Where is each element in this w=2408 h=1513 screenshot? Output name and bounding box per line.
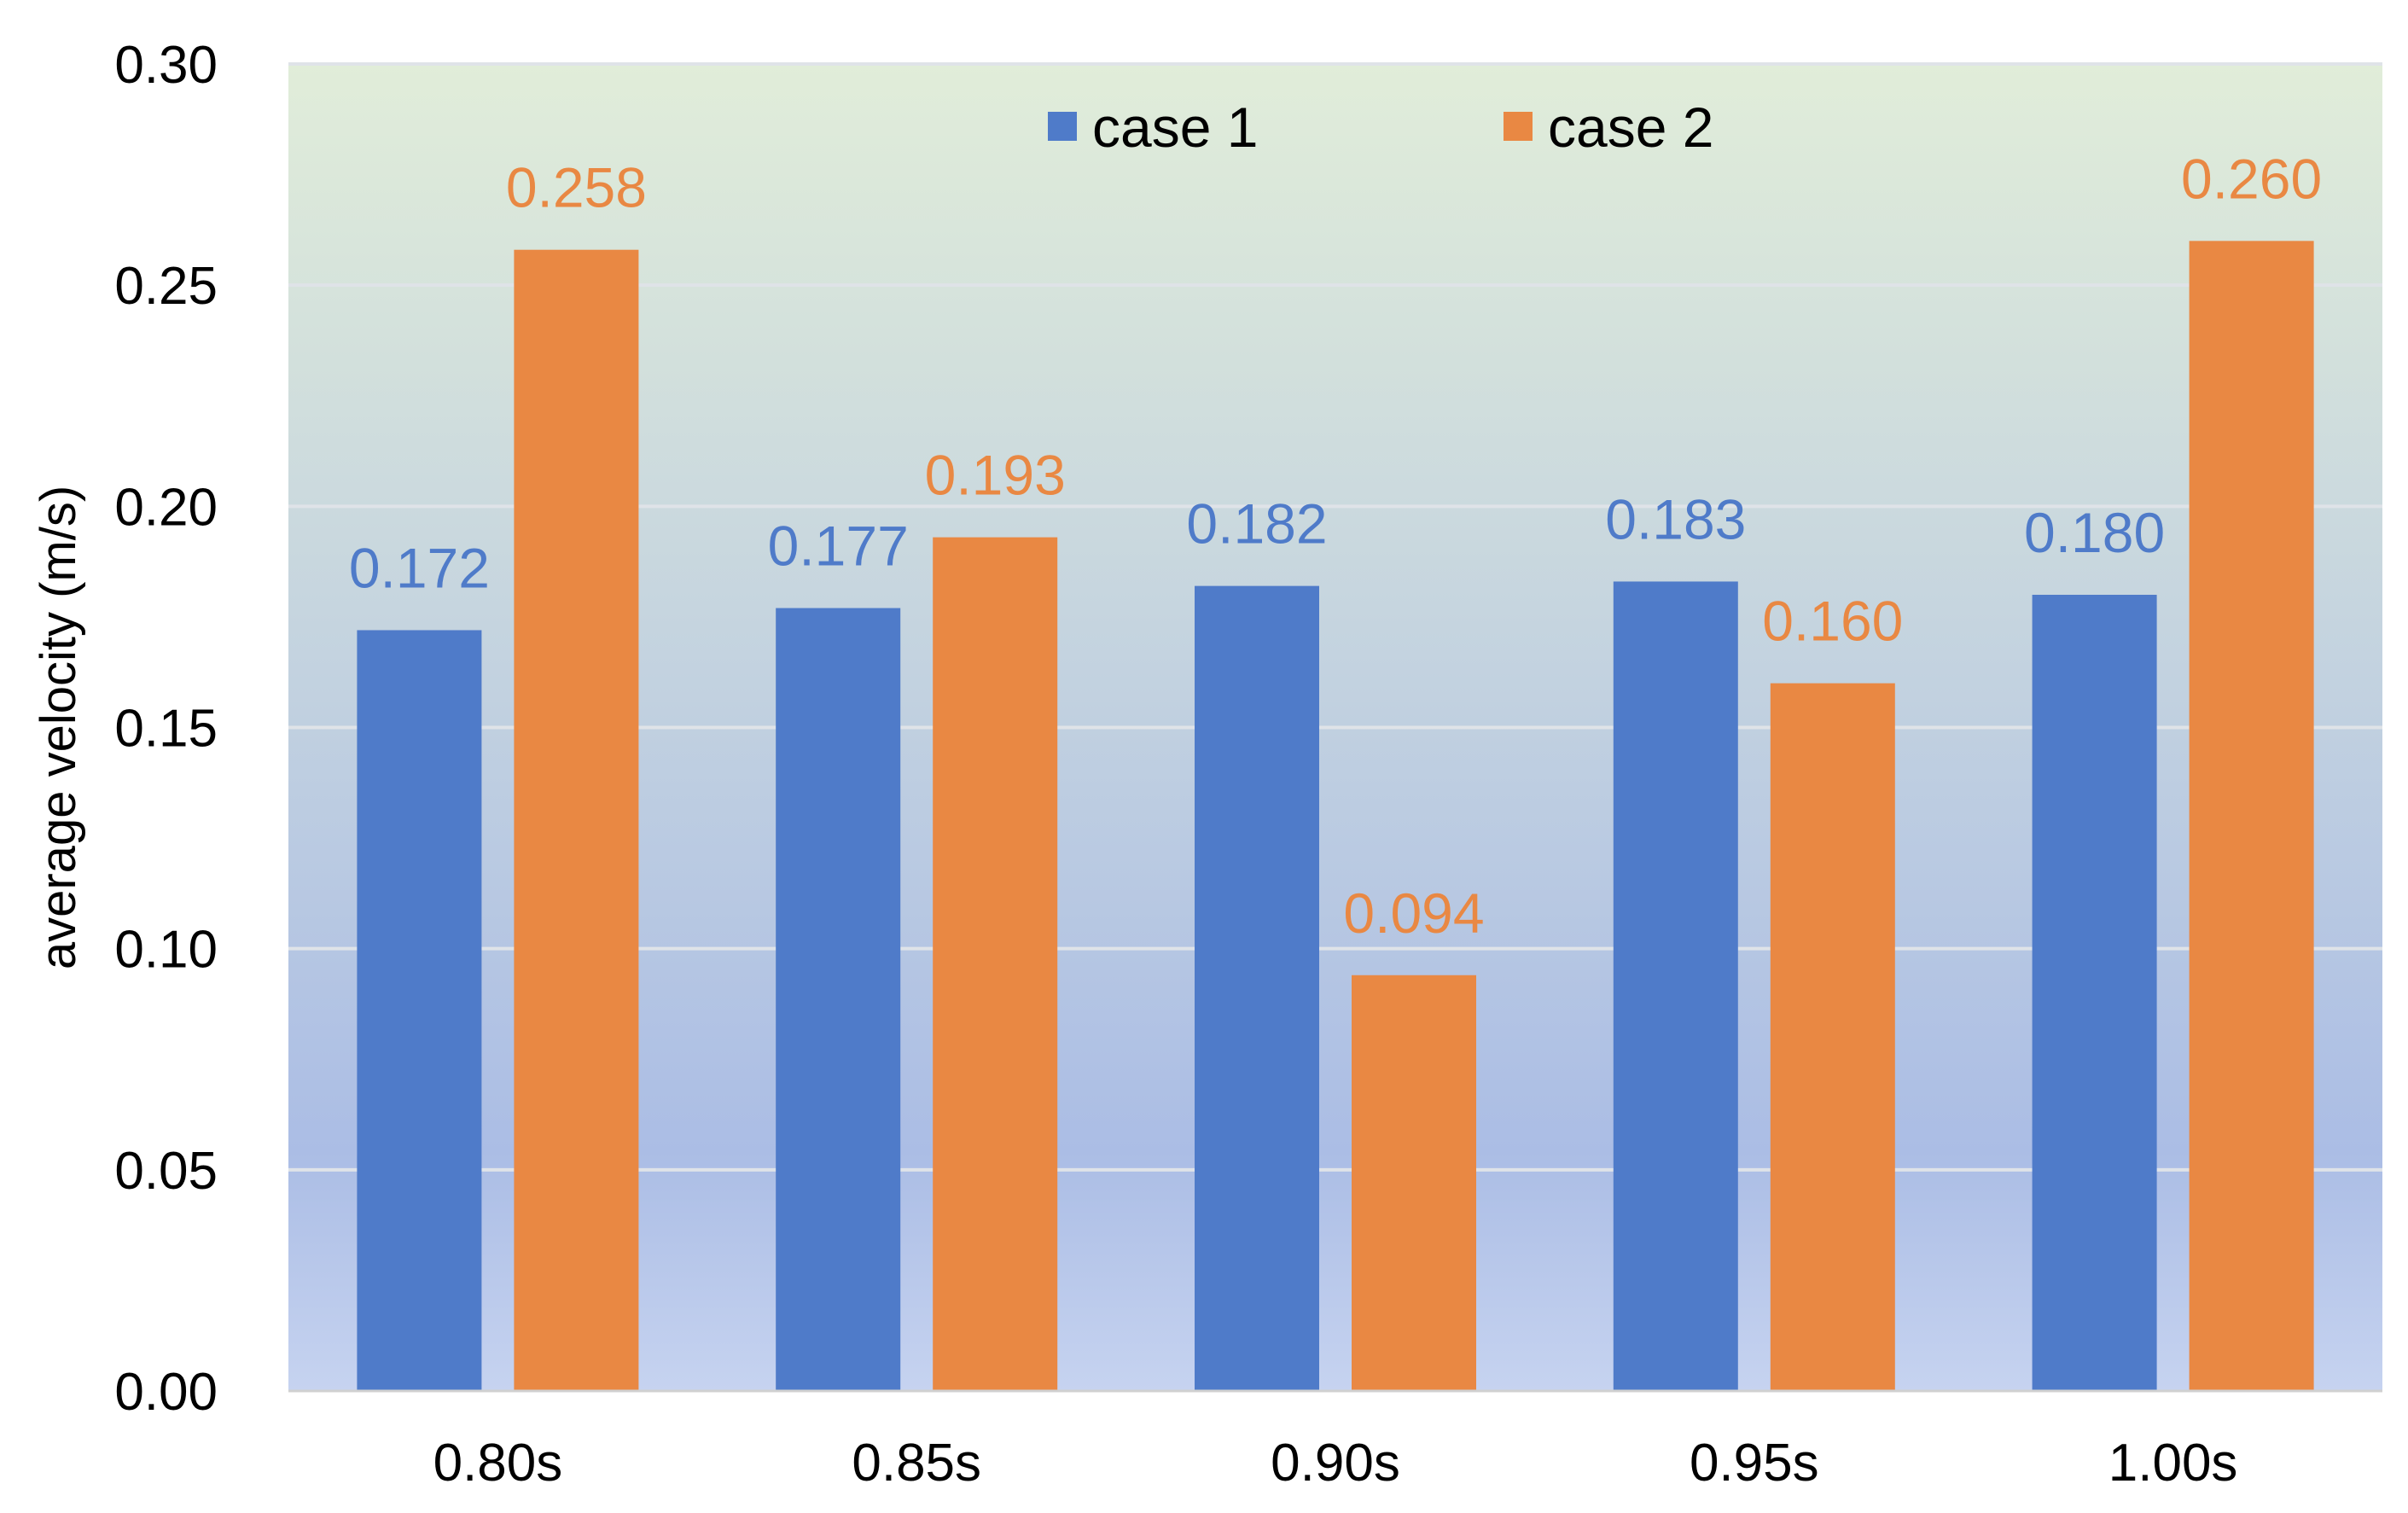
x-tick-label: 0.80s	[433, 1434, 563, 1493]
data-label: 0.177	[768, 515, 909, 578]
x-tick-label: 1.00s	[2108, 1434, 2238, 1493]
bar-case1	[1613, 581, 1738, 1391]
data-label: 0.180	[2024, 501, 2165, 564]
legend: case 1 case 2	[1048, 96, 1713, 159]
data-label: 0.182	[1186, 492, 1327, 556]
x-tick-label: 0.95s	[1690, 1434, 1819, 1493]
bar-case1	[776, 608, 901, 1391]
data-label: 0.258	[506, 156, 647, 219]
y-axis-title: average velocity (m/s)	[31, 486, 86, 969]
bar-case1	[2032, 595, 2157, 1391]
y-tick-label: 0.20	[114, 478, 218, 537]
bar-case2	[1770, 683, 1895, 1391]
data-label: 0.160	[1762, 590, 1903, 653]
data-label: 0.183	[1605, 487, 1746, 550]
legend-swatch	[1504, 112, 1533, 141]
data-labels: 0.172 0.258 0.177 0.193 0.182 0.094 0.183 0.160…	[349, 147, 2322, 944]
bar-case2	[1352, 975, 1476, 1391]
y-tick-label: 0.10	[114, 921, 218, 980]
bar-case2	[514, 249, 639, 1392]
legend-label: case 1	[1092, 96, 1258, 159]
data-label: 0.193	[925, 444, 1066, 507]
bar-case2	[2189, 241, 2314, 1391]
bar-case2	[933, 537, 1058, 1391]
bar-case1	[357, 630, 482, 1391]
y-tick-label: 0.05	[114, 1142, 218, 1201]
data-label: 0.094	[1343, 882, 1484, 945]
y-tick-label: 0.30	[114, 36, 218, 95]
axes: 0.00 0.05 0.10 0.15 0.20 0.25 0.30 0.80s 0.85s 0.…	[114, 36, 2382, 1493]
x-tick-label: 0.85s	[852, 1434, 981, 1493]
y-tick-label: 0.15	[114, 700, 218, 759]
bars	[357, 241, 2314, 1392]
bar-case1	[1195, 585, 1319, 1391]
legend-swatch	[1048, 112, 1077, 141]
x-tick-label: 0.90s	[1271, 1434, 1400, 1493]
data-label: 0.172	[349, 536, 490, 599]
y-tick-label: 0.00	[114, 1363, 218, 1422]
y-tick-label: 0.25	[114, 257, 218, 316]
data-label: 0.260	[2181, 147, 2322, 210]
legend-label: case 2	[1548, 96, 1713, 159]
